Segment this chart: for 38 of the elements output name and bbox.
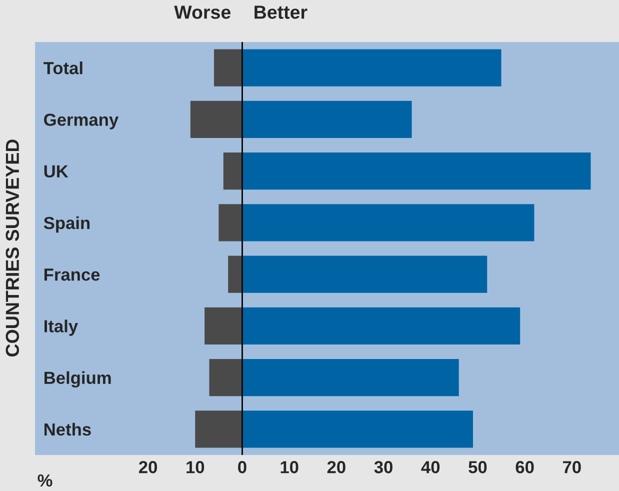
y-tick-label: Spain: [44, 216, 90, 233]
bar: [242, 152, 591, 190]
y-tick-label: Total: [44, 62, 82, 74]
x-tick-label: 70: [562, 461, 581, 474]
y-tick-label: Germany: [44, 114, 119, 130]
bar: [204, 307, 242, 345]
x-tick-label: 10: [186, 461, 204, 474]
y-tick-label: Belgium: [44, 371, 111, 388]
bar: [228, 256, 242, 293]
x-tick-label: 30: [374, 461, 392, 474]
y-tick-label: Italy: [44, 320, 78, 336]
bar: [242, 307, 520, 345]
bar: [242, 100, 412, 138]
bar: [242, 256, 488, 293]
bar: [190, 100, 242, 138]
y-tick-label: Neths: [44, 422, 91, 436]
y-tick-label: UK: [44, 165, 68, 178]
x-tick-label: 20: [327, 461, 346, 474]
x-tick-label: 20: [138, 461, 157, 474]
series-label: Worse: [174, 6, 230, 19]
x-tick-label: 40: [421, 461, 440, 474]
bar: [214, 49, 242, 86]
bar: [223, 152, 242, 190]
bar: [195, 410, 242, 448]
y-tick-label: France: [44, 268, 100, 281]
y-axis-title: COUNTRIES SURVEYED: [6, 140, 20, 356]
x-tick-label: 50: [468, 461, 487, 474]
x-axis-title: %: [38, 474, 52, 487]
bar: [242, 358, 459, 396]
x-tick-label: 60: [516, 461, 534, 474]
bar: [242, 204, 534, 242]
bar: [242, 410, 473, 448]
x-tick-label: 0: [238, 461, 246, 474]
bar: [209, 358, 242, 396]
bar: [242, 49, 502, 86]
bar: [218, 204, 242, 242]
x-tick-label: 10: [280, 461, 298, 474]
series-label: Better: [254, 6, 308, 19]
